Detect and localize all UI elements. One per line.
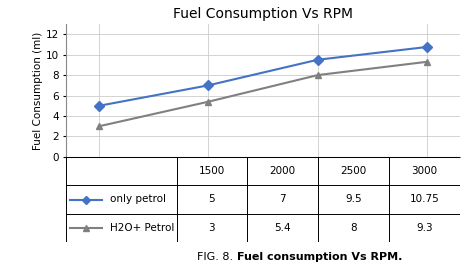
Text: 9.5: 9.5 bbox=[345, 194, 362, 205]
Text: 9.3: 9.3 bbox=[416, 223, 433, 233]
Text: FIG. 8. Fuel consumption Vs RPM.: FIG. 8. Fuel consumption Vs RPM. bbox=[144, 252, 330, 262]
Text: 3000: 3000 bbox=[411, 166, 438, 176]
Text: H2O+ Petrol: H2O+ Petrol bbox=[109, 223, 174, 233]
Text: 5: 5 bbox=[209, 194, 215, 205]
Text: 2000: 2000 bbox=[270, 166, 296, 176]
Y-axis label: Fuel Consumption (ml): Fuel Consumption (ml) bbox=[33, 31, 43, 149]
Text: Fuel consumption Vs RPM.: Fuel consumption Vs RPM. bbox=[237, 252, 402, 262]
Text: 8: 8 bbox=[350, 223, 357, 233]
Text: 5.4: 5.4 bbox=[274, 223, 291, 233]
Text: 2500: 2500 bbox=[340, 166, 367, 176]
Text: 1500: 1500 bbox=[199, 166, 225, 176]
Text: 3: 3 bbox=[209, 223, 215, 233]
Title: Fuel Consumption Vs RPM: Fuel Consumption Vs RPM bbox=[173, 7, 353, 21]
Text: only petrol: only petrol bbox=[109, 194, 165, 205]
Text: 7: 7 bbox=[280, 194, 286, 205]
Text: 10.75: 10.75 bbox=[410, 194, 439, 205]
Text: FIG. 8.: FIG. 8. bbox=[197, 252, 237, 262]
